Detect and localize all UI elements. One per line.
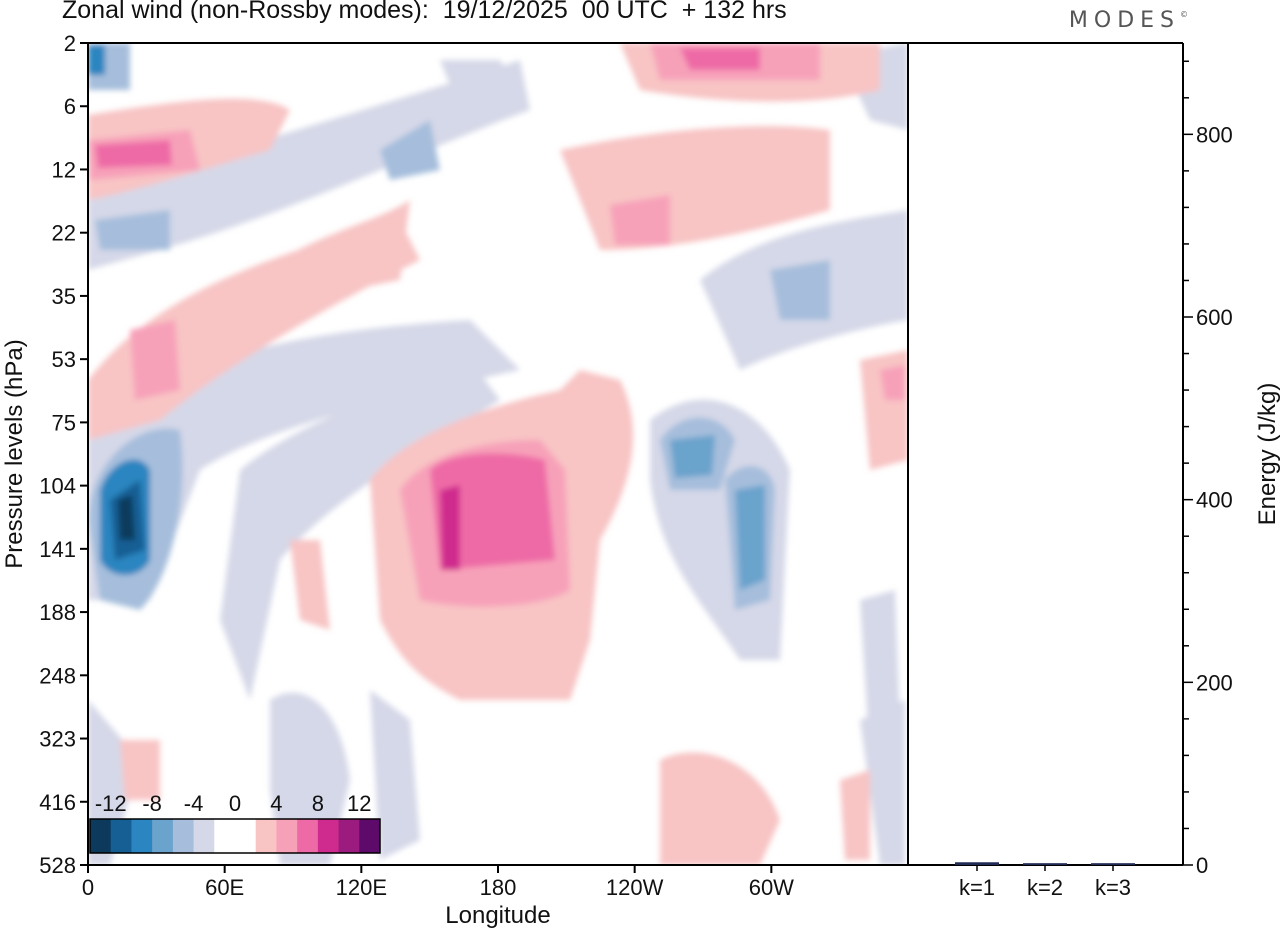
x-tick-label: 180 xyxy=(480,875,517,900)
neg-band-upper xyxy=(88,60,530,270)
logo-mark: © xyxy=(1180,10,1188,19)
colorbar-swatch xyxy=(297,819,319,853)
energy-axis-label: Energy (J/kg) xyxy=(1254,383,1280,526)
colorbar-swatch xyxy=(110,819,132,853)
y-tick-label: 104 xyxy=(39,474,76,499)
energy-category-label: k=1 xyxy=(959,875,995,900)
energy-y-axis: 0 200 400 600 800 xyxy=(1183,60,1233,878)
x-tick-label: 60E xyxy=(205,875,244,900)
neg-core-darkest xyxy=(118,495,135,540)
energy-tick-label: 800 xyxy=(1196,122,1233,147)
neg-band-diag xyxy=(220,360,500,700)
energy-bar xyxy=(1023,863,1067,865)
pos-core-strong-top xyxy=(680,48,760,70)
x-axis: 0 60E 120E 180 120W 60W xyxy=(82,865,794,900)
pos-band-upper-mid xyxy=(280,200,410,300)
modes-logo: MODES© xyxy=(1069,8,1188,33)
colorbar-swatch xyxy=(255,819,277,853)
neg-band-top xyxy=(440,60,520,110)
colorbar-swatch xyxy=(152,819,174,853)
pos-band-left-low xyxy=(290,540,330,630)
y-tick-label: 141 xyxy=(39,537,76,562)
y-tick-label: 528 xyxy=(39,853,76,878)
y-tick-label: 323 xyxy=(39,727,76,752)
y-tick-label: 35 xyxy=(52,284,76,309)
y-tick-label: 2 xyxy=(64,31,76,56)
neg-right-mid xyxy=(770,260,830,320)
pos-core-upper2 xyxy=(130,320,180,400)
energy-bars: k=1 k=2 k=3 xyxy=(955,862,1135,900)
y-axis: 2 6 12 22 35 53 75 104 141 188 248 323 416 528 xyxy=(39,31,88,878)
energy-category-label: k=3 xyxy=(1095,875,1131,900)
y-tick-label: 6 xyxy=(64,94,76,119)
pos-band-lower-left xyxy=(120,740,160,800)
colorbar-swatch xyxy=(338,819,360,853)
colorbar-label: -8 xyxy=(142,791,162,816)
energy-category-label: k=2 xyxy=(1027,875,1063,900)
colorbar-label: -4 xyxy=(184,791,204,816)
colorbar-label: -12 xyxy=(95,791,127,816)
colorbar-label: 4 xyxy=(270,791,282,816)
y-tick-label: 22 xyxy=(52,221,76,246)
neg-band-lower2 xyxy=(370,690,420,860)
colorbar-swatch xyxy=(193,819,215,853)
neg-upper-band xyxy=(95,210,170,250)
energy-tick-label: 0 xyxy=(1196,853,1208,878)
chart-title: Zonal wind (non-Rossby modes): 19/12/202… xyxy=(62,0,787,24)
energy-bar xyxy=(955,862,999,865)
pos-core-right-edge xyxy=(880,365,905,400)
neg-top-left-dark xyxy=(88,45,105,75)
logo-text: MODES xyxy=(1068,8,1180,33)
x-tick-label: 120E xyxy=(336,875,387,900)
y-tick-label: 53 xyxy=(52,347,76,372)
colorbar-swatch xyxy=(359,819,381,853)
y-tick-label: 248 xyxy=(39,663,76,688)
neg-band-right-low xyxy=(860,700,905,865)
colorbar-swatch xyxy=(317,819,340,853)
x-tick-label: 60W xyxy=(749,875,794,900)
energy-bar xyxy=(1091,863,1135,865)
pos-core-magenta xyxy=(440,485,460,570)
y-tick-label: 188 xyxy=(39,600,76,625)
pos-core-strong-upper xyxy=(95,140,172,168)
y-tick-label: 416 xyxy=(39,790,76,815)
colorbar-swatch xyxy=(276,819,298,853)
pos-band-lower-right xyxy=(660,752,780,865)
neg-core-strong-60w xyxy=(735,485,765,590)
colorbar-swatch xyxy=(131,819,153,853)
wind-field xyxy=(88,43,908,865)
energy-tick-label: 200 xyxy=(1196,670,1233,695)
y-axis-label: Pressure levels (hPa) xyxy=(1,339,28,568)
colorbar-swatch xyxy=(90,819,112,853)
x-tick-label: 0 xyxy=(82,875,94,900)
neg-core-strong-130w xyxy=(670,435,715,478)
colorbar-label: 0 xyxy=(229,791,241,816)
pos-core-right xyxy=(610,195,670,245)
x-axis-label: Longitude xyxy=(445,902,550,929)
colorbar-frame xyxy=(89,818,381,854)
x-tick-label: 120W xyxy=(606,875,664,900)
energy-tick-label: 600 xyxy=(1196,305,1233,330)
colorbar-swatch xyxy=(235,819,257,853)
colorbar-label: 8 xyxy=(312,791,324,816)
colorbar-swatch xyxy=(214,819,236,853)
colorbar: -12 -8 -4 0 4 8 12 xyxy=(89,791,381,854)
y-tick-label: 75 xyxy=(52,410,76,435)
energy-tick-label: 400 xyxy=(1196,488,1233,513)
pos-band-lower-right2 xyxy=(840,770,870,860)
colorbar-swatch xyxy=(172,819,195,853)
neg-upper-mid xyxy=(380,120,440,180)
colorbar-label: 12 xyxy=(347,791,371,816)
pos-core-strong xyxy=(430,453,555,570)
y-tick-label: 12 xyxy=(52,157,76,182)
